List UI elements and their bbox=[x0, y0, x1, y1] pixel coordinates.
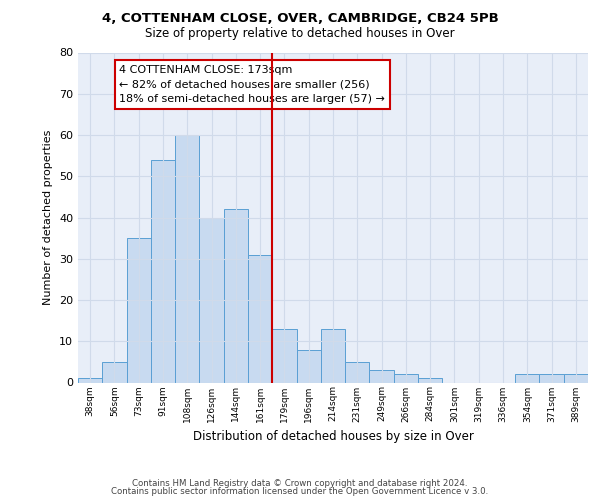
Bar bbox=[175, 135, 199, 382]
X-axis label: Distribution of detached houses by size in Over: Distribution of detached houses by size … bbox=[193, 430, 473, 443]
Text: Size of property relative to detached houses in Over: Size of property relative to detached ho… bbox=[145, 28, 455, 40]
Bar bbox=[564, 374, 588, 382]
Bar bbox=[394, 374, 418, 382]
Text: 4, COTTENHAM CLOSE, OVER, CAMBRIDGE, CB24 5PB: 4, COTTENHAM CLOSE, OVER, CAMBRIDGE, CB2… bbox=[101, 12, 499, 26]
Bar bbox=[102, 362, 127, 382]
Bar bbox=[321, 329, 345, 382]
Text: 4 COTTENHAM CLOSE: 173sqm
← 82% of detached houses are smaller (256)
18% of semi: 4 COTTENHAM CLOSE: 173sqm ← 82% of detac… bbox=[119, 65, 385, 104]
Bar bbox=[199, 218, 224, 382]
Bar bbox=[539, 374, 564, 382]
Bar bbox=[127, 238, 151, 382]
Bar bbox=[345, 362, 370, 382]
Bar bbox=[296, 350, 321, 382]
Bar bbox=[515, 374, 539, 382]
Bar bbox=[78, 378, 102, 382]
Bar bbox=[248, 254, 272, 382]
Bar bbox=[418, 378, 442, 382]
Bar bbox=[151, 160, 175, 382]
Bar bbox=[224, 209, 248, 382]
Y-axis label: Number of detached properties: Number of detached properties bbox=[43, 130, 53, 305]
Bar bbox=[370, 370, 394, 382]
Text: Contains public sector information licensed under the Open Government Licence v : Contains public sector information licen… bbox=[112, 487, 488, 496]
Text: Contains HM Land Registry data © Crown copyright and database right 2024.: Contains HM Land Registry data © Crown c… bbox=[132, 478, 468, 488]
Bar bbox=[272, 329, 296, 382]
